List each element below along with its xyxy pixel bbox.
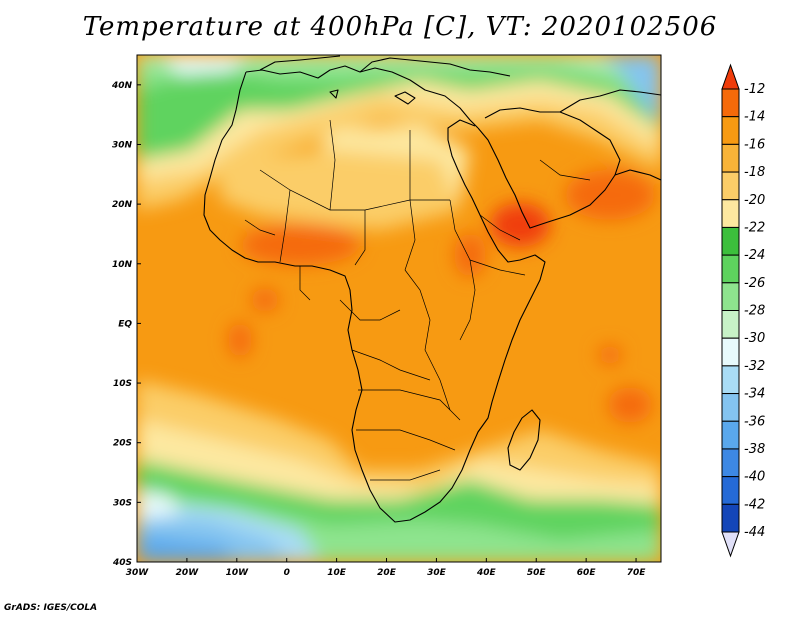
colorbar-label: -30 (744, 331, 765, 346)
colorbar-swatch (721, 88, 740, 118)
colorbar-label: -44 (744, 525, 765, 540)
lon-tick-label: 60E (577, 568, 597, 578)
temperature-field (137, 55, 661, 562)
colorbar-swatch (721, 365, 740, 395)
lon-tick-label: 70E (627, 568, 647, 578)
colorbar-swatch (721, 503, 740, 533)
colorbar: -12 -14 -16 -18 -20 -22 -24 -26 -28 -30 -32 -34 -36 -… (721, 63, 765, 558)
colorbar-label: -12 (744, 82, 765, 97)
colorbar-swatch (721, 420, 740, 450)
lon-tick-label: 50E (527, 568, 547, 578)
colorbar-label: -42 (744, 497, 765, 512)
lat-tick-label: 20S (113, 439, 132, 449)
colorbar-swatch (721, 254, 740, 284)
colorbar-swatch (721, 476, 740, 505)
map-title: Temperature at 400hPa [C], VT: 202010250… (82, 12, 718, 42)
colorbar-swatch (721, 448, 740, 478)
colorbar-swatch (721, 393, 740, 422)
colorbar-label: -24 (744, 248, 765, 263)
colorbar-swatch (721, 171, 740, 201)
grads-credit: GrADS: IGES/COLA (4, 603, 98, 613)
colorbar-label: -40 (744, 470, 765, 485)
colorbar-upper-arrow (721, 63, 740, 90)
colorbar-label: -34 (744, 387, 765, 402)
plot-frame (136, 54, 662, 563)
longitude-axis: 30W 20W 10W 0 10E 20E 30E 40E 50E 60E 70E (126, 558, 646, 578)
country-borders (244, 119, 591, 481)
colorbar-label: -26 (744, 276, 765, 291)
lon-tick-label: 30E (427, 568, 447, 578)
colorbar-label: -20 (744, 193, 765, 208)
lon-tick-label: 30W (126, 568, 150, 578)
lon-tick-label: 20W (176, 568, 200, 578)
colorbar-label: -28 (744, 304, 765, 319)
lon-tick-label: 0 (284, 568, 290, 578)
lat-tick-label: 10N (112, 260, 133, 270)
colorbar-swatch (721, 116, 740, 145)
colorbar-label: -16 (744, 137, 765, 152)
lon-tick-label: 20E (377, 568, 397, 578)
colorbar-lower-arrow (721, 531, 740, 558)
colorbar-swatch (721, 143, 740, 173)
lat-tick-label: EQ (118, 319, 132, 329)
latitude-axis: 40N 30N 20N 10N EQ 10S 20S 30S 40S (111, 81, 141, 568)
colorbar-label: -18 (744, 165, 765, 180)
colorbar-label: -32 (744, 359, 765, 374)
lon-tick-label: 10W (226, 568, 250, 578)
colorbar-label: -36 (744, 414, 765, 429)
colorbar-swatch (721, 226, 740, 256)
lat-tick-label: 30N (112, 140, 133, 150)
colorbar-swatch (721, 310, 740, 339)
colorbar-label: -22 (744, 220, 765, 235)
lon-tick-label: 40E (476, 568, 497, 578)
colorbar-swatch (721, 337, 740, 367)
lat-tick-label: 40N (111, 81, 133, 91)
colorbar-swatch (721, 282, 740, 311)
colorbar-label: -38 (744, 442, 765, 457)
lat-tick-label: 40S (112, 558, 132, 568)
lat-tick-label: 20N (112, 200, 133, 210)
lat-tick-label: 30S (113, 498, 132, 508)
colorbar-swatch (721, 199, 740, 228)
colorbar-label: -14 (744, 110, 765, 125)
lon-tick-label: 10E (327, 568, 347, 578)
lat-tick-label: 10S (113, 379, 132, 389)
coastlines (203, 55, 661, 523)
